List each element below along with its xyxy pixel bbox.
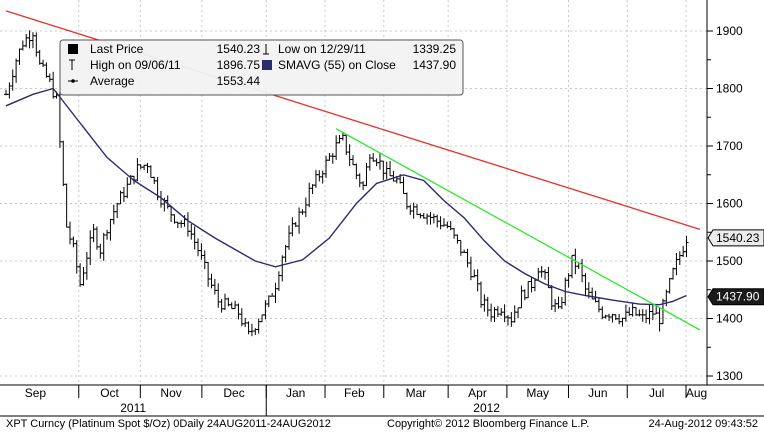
x-tick-label: Sep bbox=[25, 386, 47, 400]
price-tag-label: 1437.90 bbox=[716, 290, 760, 304]
footer-source: XPT Curncy (Platinum Spot $/Oz) 0Daily 2… bbox=[6, 418, 331, 430]
legend-value: 1339.25 bbox=[413, 42, 457, 56]
y-tick-label: 1700 bbox=[716, 139, 743, 153]
year-label: 2012 bbox=[473, 401, 500, 415]
year-label: 2011 bbox=[120, 401, 146, 415]
legend: Last Price 1540.23 Low on 12/29/11 1339.25 H… bbox=[59, 39, 464, 96]
legend-avg-glyph bbox=[71, 79, 75, 83]
price-tag-label: 1540.23 bbox=[716, 231, 760, 245]
price-tag bbox=[707, 288, 764, 306]
legend-label: SMAVG (55) on Close bbox=[278, 58, 396, 72]
sma-line bbox=[5, 87, 687, 306]
x-tick-label: Mar bbox=[406, 386, 427, 400]
x-tick-label: Apr bbox=[468, 386, 487, 400]
y-tick-label: 1500 bbox=[716, 254, 743, 268]
x-tick-label: May bbox=[526, 386, 549, 400]
legend-swatch bbox=[68, 44, 78, 54]
legend-swatch bbox=[262, 60, 272, 70]
legend-label: Low on 12/29/11 bbox=[278, 42, 366, 56]
trend-line bbox=[335, 128, 701, 331]
y-tick-label: 1400 bbox=[716, 312, 743, 326]
x-axis: Sep Oct Nov Dec Jan Feb Mar Apr May Jun Jul Aug 2011… bbox=[0, 385, 764, 417]
legend-box bbox=[59, 39, 464, 96]
y-axis: 1900 1800 1700 1600 1500 1400 1300 bbox=[707, 24, 743, 383]
legend-value: 1896.75 bbox=[217, 58, 261, 72]
legend-value: 1437.90 bbox=[413, 58, 457, 72]
legend-value: 1540.23 bbox=[217, 42, 261, 56]
legend-value: 1553.44 bbox=[217, 74, 261, 88]
footer: XPT Curncy (Platinum Spot $/Oz) 0Daily 2… bbox=[6, 418, 758, 430]
y-tick-label: 1900 bbox=[716, 24, 743, 38]
x-tick-label: Jan bbox=[286, 386, 305, 400]
y-tick-label: 1600 bbox=[716, 197, 743, 211]
footer-timestamp: 24-Aug-2012 09:43:52 bbox=[649, 418, 758, 430]
y-tick-label: 1800 bbox=[716, 82, 743, 96]
x-tick-label: Feb bbox=[344, 386, 365, 400]
x-tick-label: Nov bbox=[160, 386, 181, 400]
series-area bbox=[4, 10, 701, 337]
price-tag bbox=[707, 229, 764, 247]
price-tags: 1540.23 1437.90 bbox=[707, 229, 764, 306]
x-tick-label: Oct bbox=[100, 386, 119, 400]
x-tick-label: Aug bbox=[686, 386, 707, 400]
legend-label: Average bbox=[90, 74, 135, 88]
y-tick-label: 1300 bbox=[716, 369, 743, 383]
footer-copyright: Copyright© 2012 Bloomberg Finance L.P. bbox=[387, 418, 589, 430]
x-tick-label: Dec bbox=[223, 386, 244, 400]
legend-label: High on 09/06/11 bbox=[90, 58, 181, 72]
x-tick-label: Jun bbox=[588, 386, 607, 400]
legend-label: Last Price bbox=[90, 42, 144, 56]
x-tick-label: Jul bbox=[649, 386, 664, 400]
grid bbox=[0, 0, 707, 385]
